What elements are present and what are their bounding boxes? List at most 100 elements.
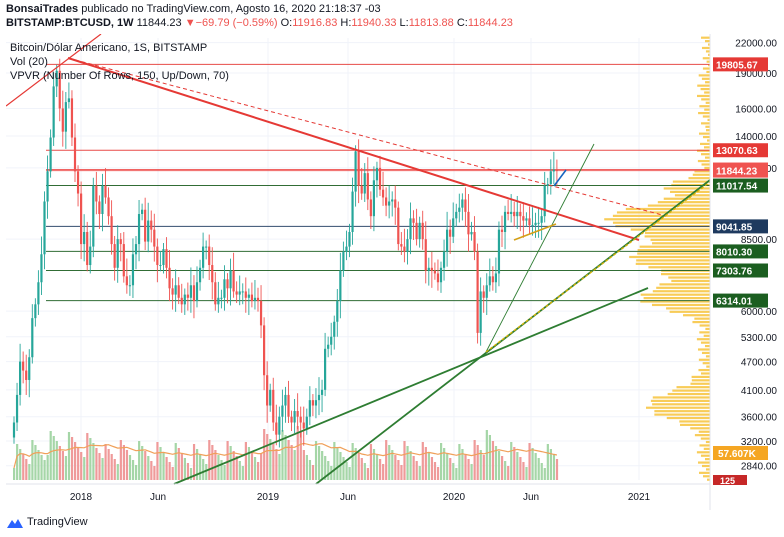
candle-body	[409, 218, 412, 240]
candle-body	[40, 254, 43, 283]
candle	[174, 269, 177, 312]
volume-bar	[348, 467, 351, 480]
candle	[534, 212, 537, 238]
candle	[388, 185, 391, 219]
volume-bar	[406, 446, 409, 480]
candle	[375, 161, 379, 198]
candle	[37, 270, 40, 315]
candlestick-chart[interactable]: 22000.0019000.0016000.0014000.0012000.00…	[6, 34, 784, 510]
volume-profile-row	[700, 87, 710, 91]
time-axis[interactable]: 2018 Jun 2019 Jun 2020 Jun 2021	[70, 492, 651, 503]
price-level-label: 19805.67	[716, 60, 758, 71]
price-level-badge[interactable]	[713, 219, 768, 234]
volume-profile-row	[694, 317, 710, 320]
candle	[400, 232, 403, 256]
candle-body	[144, 209, 147, 242]
trendlines[interactable]	[6, 34, 711, 485]
candle	[458, 193, 461, 223]
price-tick-label: 2840.00	[741, 462, 778, 473]
tradingview-brand[interactable]: TradingView	[27, 516, 88, 528]
price-axis[interactable]: 22000.0019000.0016000.0014000.0012000.00…	[713, 39, 777, 486]
volume-profile-row	[691, 379, 710, 382]
candle	[336, 289, 339, 337]
volume-profile-row	[698, 471, 710, 474]
volume-profile-row	[635, 262, 710, 265]
price-level-badge[interactable]	[713, 178, 768, 193]
candle	[165, 237, 168, 279]
volume-bar	[427, 452, 430, 480]
trendline-blue-short[interactable]	[553, 169, 567, 187]
candle-body	[269, 389, 272, 406]
trendline-yellow-short[interactable]	[513, 223, 557, 241]
bottom-value-badge[interactable]	[713, 475, 747, 485]
candle	[92, 177, 95, 258]
candle-body	[64, 102, 67, 132]
trendline-red-main[interactable]	[67, 57, 640, 241]
candle	[290, 410, 293, 431]
candle	[345, 230, 348, 261]
trendline-red-dashed[interactable]	[67, 57, 667, 217]
price-level-badge[interactable]	[713, 293, 768, 308]
volume-bar	[257, 462, 260, 480]
volume-profile-row	[702, 362, 710, 365]
volume-bar	[119, 440, 122, 480]
volume-profile-row	[705, 355, 710, 358]
price-tick-label: 14000.00	[735, 132, 777, 143]
price-level-badge[interactable]	[713, 244, 768, 259]
candle-body	[500, 229, 504, 232]
candle-body	[73, 137, 77, 172]
trendline-green-mid[interactable]	[315, 179, 711, 485]
volume-bar	[147, 456, 150, 480]
candle-body	[183, 294, 186, 305]
volume-profile-row	[671, 183, 710, 187]
candle	[412, 210, 415, 241]
trendline-green-steep[interactable]	[485, 143, 595, 353]
trendline-red-steep[interactable]	[6, 34, 102, 107]
volume-bar	[403, 441, 406, 480]
ohlc-line: BITSTAMP:BTCUSD, 1W 11844.23 ▼−69.79 (−0…	[6, 17, 513, 29]
volume-bar	[510, 442, 513, 480]
candle	[497, 221, 501, 287]
tradingview-logo-icon[interactable]	[6, 517, 24, 529]
candle	[491, 266, 494, 291]
candle-body	[256, 297, 260, 302]
volume-bar	[345, 462, 348, 480]
candle-body	[83, 231, 86, 245]
candle-body	[22, 361, 25, 371]
candle-body	[357, 151, 360, 186]
volume-bar	[305, 455, 308, 480]
price-level-badge[interactable]	[713, 57, 768, 72]
candle	[15, 382, 19, 431]
candle-body	[174, 285, 177, 295]
volume-bar	[430, 457, 434, 480]
candle-body	[186, 294, 189, 298]
candle-body	[284, 394, 287, 406]
trendline-yellow-dashed[interactable]	[485, 181, 711, 353]
volume-bar	[110, 454, 113, 480]
volume-profile-row	[640, 293, 710, 296]
price-level-badge[interactable]	[713, 143, 768, 158]
volume-profile-row	[672, 389, 710, 392]
candle	[49, 129, 52, 178]
author-name[interactable]: BonsaiTrades	[6, 3, 79, 15]
price-level-badge[interactable]	[713, 163, 768, 178]
candle-body	[540, 216, 543, 223]
volume-bar	[150, 461, 153, 480]
candle	[266, 361, 269, 423]
candle	[351, 177, 354, 245]
candle	[46, 155, 49, 219]
volume-bar	[202, 459, 205, 480]
candle	[531, 207, 534, 236]
chart-area[interactable]: 22000.0019000.0016000.0014000.0012000.00…	[6, 34, 784, 510]
volume-profile-row	[697, 94, 710, 98]
publish-line: BonsaiTrades publicado no TradingView.co…	[6, 3, 381, 15]
price-level-badge[interactable]	[713, 263, 768, 278]
candle	[229, 258, 232, 306]
candle-body	[244, 291, 247, 298]
volume-profile-row	[612, 221, 710, 224]
volume-profile-row	[705, 125, 710, 128]
price-level-label: 6314.01	[716, 297, 753, 308]
volume-value-badge[interactable]	[713, 446, 768, 460]
trendline-green-lower[interactable]	[173, 287, 649, 485]
candle	[217, 281, 220, 313]
